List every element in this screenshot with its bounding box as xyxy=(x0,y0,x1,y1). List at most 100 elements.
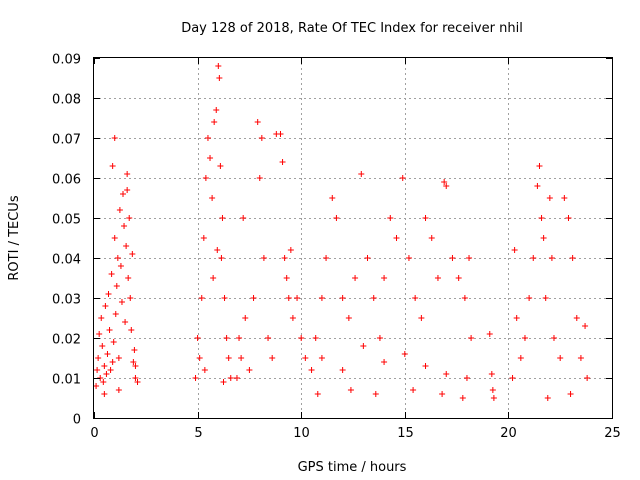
x-tick-label: 25 xyxy=(604,426,621,441)
data-point xyxy=(101,391,108,397)
data-point xyxy=(104,351,111,357)
data-point xyxy=(312,335,319,341)
data-point xyxy=(360,343,367,349)
data-point xyxy=(441,179,448,185)
grid-lines xyxy=(94,58,612,418)
data-point xyxy=(364,255,371,261)
data-point xyxy=(194,335,201,341)
data-point xyxy=(546,195,553,201)
data-point xyxy=(124,187,131,193)
data-point xyxy=(455,275,462,281)
data-point xyxy=(96,331,103,337)
data-point xyxy=(207,155,214,161)
data-point xyxy=(428,235,435,241)
data-point xyxy=(113,283,120,289)
data-point xyxy=(211,119,218,125)
data-point xyxy=(352,275,359,281)
data-point xyxy=(258,135,265,141)
data-point xyxy=(112,311,119,317)
data-point xyxy=(130,359,137,365)
data-point xyxy=(517,355,524,361)
data-point xyxy=(198,295,205,301)
data-point xyxy=(550,335,557,341)
data-point xyxy=(488,371,495,377)
data-point xyxy=(372,391,379,397)
data-point xyxy=(376,335,383,341)
data-point xyxy=(333,215,340,221)
data-point xyxy=(220,379,227,385)
data-point xyxy=(107,367,114,373)
data-point xyxy=(94,367,101,373)
data-point xyxy=(132,363,139,369)
data-point xyxy=(250,295,257,301)
data-point xyxy=(370,295,377,301)
data-point xyxy=(93,383,100,389)
data-point xyxy=(298,335,305,341)
data-point xyxy=(221,295,228,301)
data-point xyxy=(542,295,549,301)
x-tick-label: 10 xyxy=(293,426,310,441)
data-point xyxy=(115,355,122,361)
x-tick-label: 15 xyxy=(397,426,414,441)
data-point xyxy=(339,295,346,301)
data-point xyxy=(216,75,223,81)
data-point xyxy=(103,371,110,377)
data-point xyxy=(513,315,520,321)
data-point xyxy=(204,135,211,141)
data-point xyxy=(449,255,456,261)
data-point xyxy=(101,363,108,369)
data-point xyxy=(511,247,518,253)
data-point xyxy=(126,215,133,221)
data-point xyxy=(318,355,325,361)
data-point xyxy=(256,175,263,181)
data-point xyxy=(466,255,473,261)
data-point xyxy=(314,391,321,397)
data-point xyxy=(401,351,408,357)
data-point xyxy=(289,315,296,321)
data-point xyxy=(530,255,537,261)
data-points xyxy=(93,63,591,401)
y-tick-label: 0.06 xyxy=(52,173,81,188)
data-point xyxy=(283,275,290,281)
data-point xyxy=(490,395,497,401)
data-point xyxy=(285,295,292,301)
data-point xyxy=(223,335,230,341)
data-point xyxy=(381,275,388,281)
data-point xyxy=(439,391,446,397)
data-point xyxy=(443,371,450,377)
data-point xyxy=(124,171,131,177)
data-point xyxy=(115,387,122,393)
data-point xyxy=(410,387,417,393)
data-point xyxy=(265,335,272,341)
data-point xyxy=(209,195,216,201)
y-tick-label: 0.05 xyxy=(52,213,81,228)
data-point xyxy=(358,171,365,177)
data-point xyxy=(219,215,226,221)
y-tick-label: 0.08 xyxy=(52,93,81,108)
data-point xyxy=(329,195,336,201)
data-point xyxy=(489,387,496,393)
data-point xyxy=(468,335,475,341)
data-point xyxy=(240,215,247,221)
data-point xyxy=(110,339,117,345)
data-point xyxy=(381,359,388,365)
data-point xyxy=(246,367,253,373)
data-point xyxy=(339,367,346,373)
data-point xyxy=(281,255,288,261)
data-point xyxy=(287,247,294,253)
y-tick-label: 0.09 xyxy=(52,53,81,68)
data-point xyxy=(260,255,267,261)
data-point xyxy=(584,375,591,381)
x-tick-label: 0 xyxy=(90,426,98,441)
data-point xyxy=(238,355,245,361)
data-point xyxy=(202,175,209,181)
data-point xyxy=(548,255,555,261)
data-point xyxy=(106,327,113,333)
data-point xyxy=(105,291,112,297)
data-point xyxy=(412,295,419,301)
chart-title: Day 128 of 2018, Rate Of TEC Index for r… xyxy=(181,21,523,36)
y-axis-label: ROTI / TECUs xyxy=(7,195,22,280)
data-point xyxy=(98,315,105,321)
y-tick-label: 0.01 xyxy=(52,373,81,388)
